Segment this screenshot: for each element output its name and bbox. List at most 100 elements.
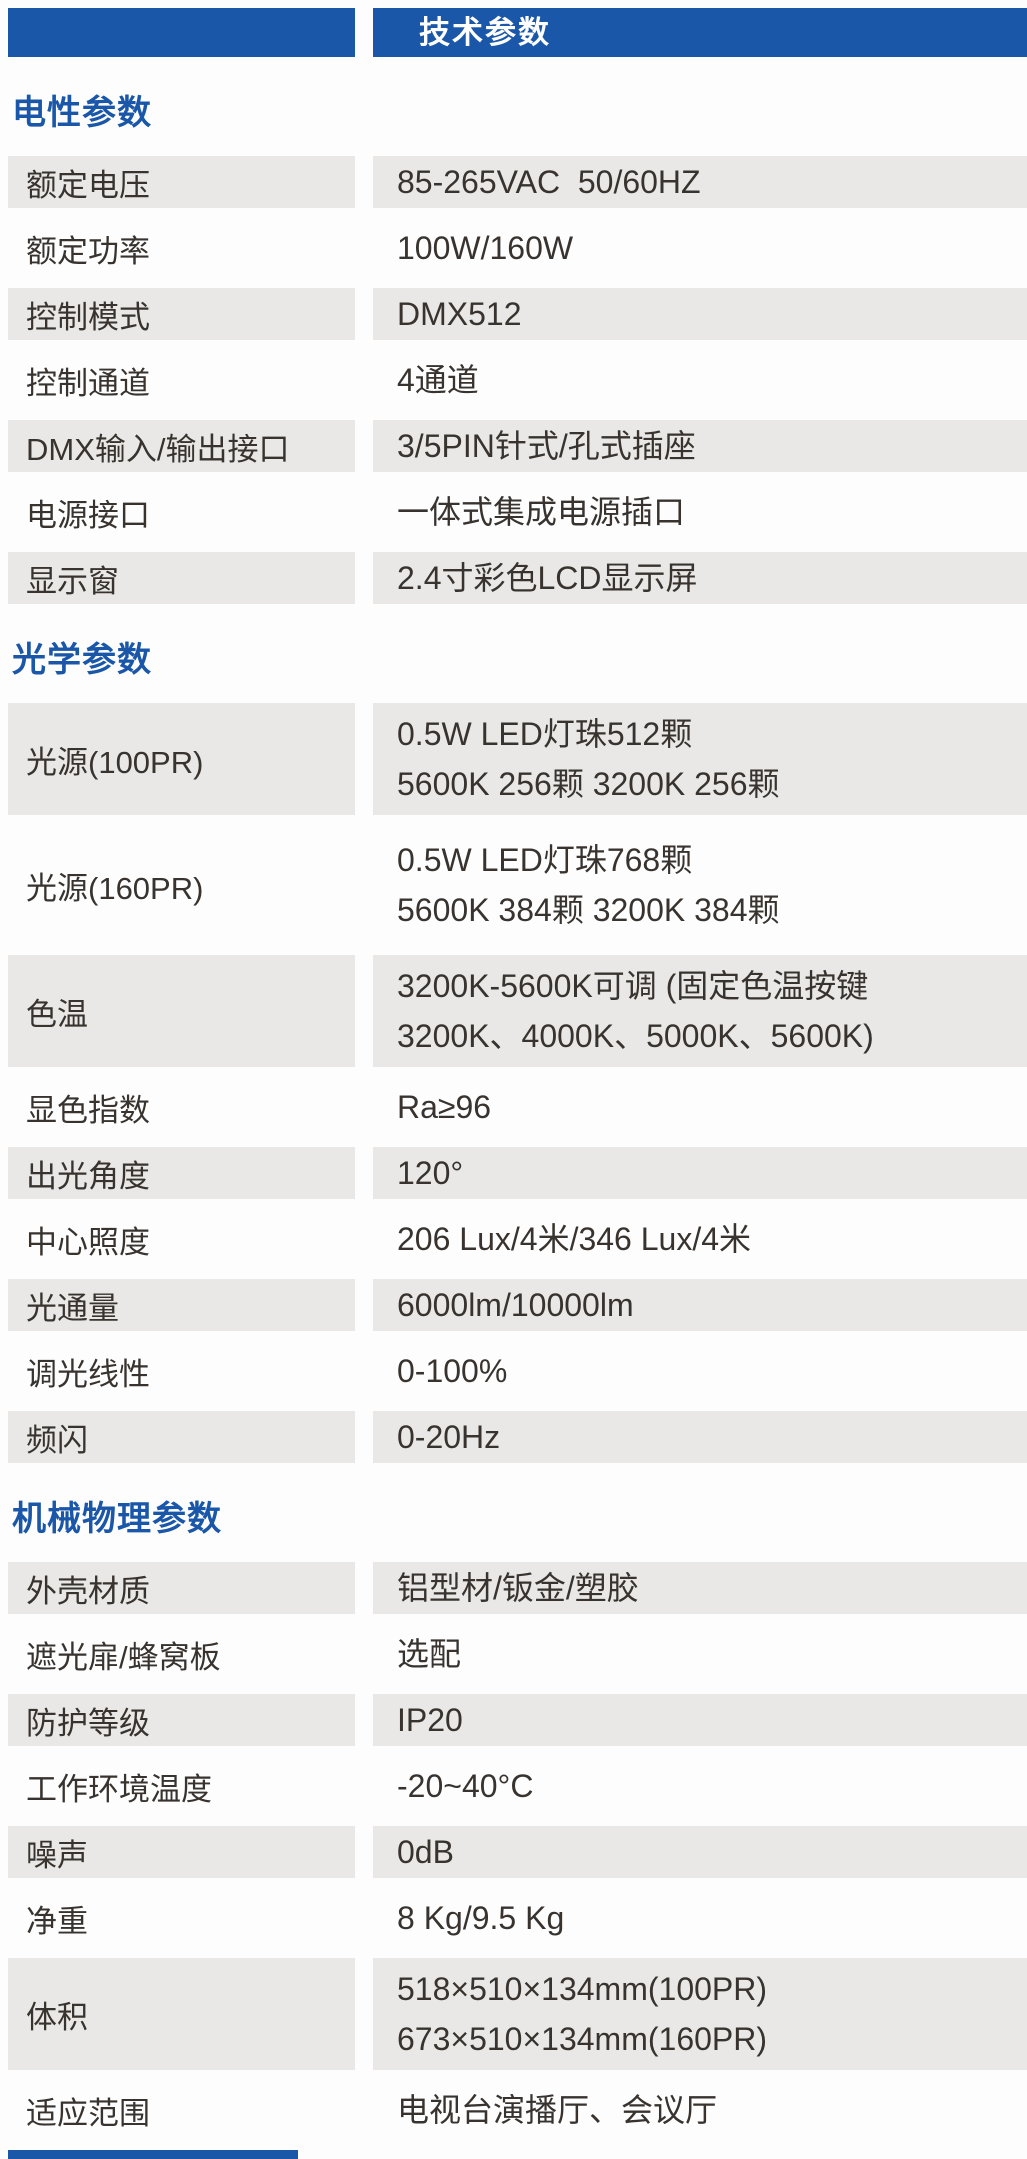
spec-value-line: 一体式集成电源插口 [397, 494, 686, 530]
spec-label: 额定功率 [26, 233, 150, 269]
spec-value-line: 0-20Hz [397, 1419, 501, 1455]
spec-label: 光源(100PR) [8, 703, 355, 815]
spec-row: DMX输入/输出接口 3/5PIN针式/孔式插座 [8, 420, 1027, 472]
spec-value-line: 85-265VAC 50/60HZ [397, 164, 701, 200]
spec-value: 206 Lux/4米/346 Lux/4米 [373, 1213, 1027, 1265]
spec-value-line: 3200K、4000K、5000K、5600K) [397, 1018, 874, 1054]
spec-label: 显示窗 [8, 552, 355, 604]
spec-label: 防护等级 [8, 1694, 355, 1746]
spec-value-line: 5600K 256颗 3200K 256颗 [397, 766, 780, 802]
spec-value-line: 0.5W LED灯珠512颗 [397, 716, 693, 752]
spec-value: 6000lm/10000lm [373, 1279, 1027, 1331]
section-title: 机械物理参数 [12, 1500, 222, 1538]
spec-value: 0-20Hz [373, 1411, 1027, 1463]
spec-value-line: 3200K-5600K可调 (固定色温按键 [397, 968, 869, 1004]
spec-value: 一体式集成电源插口 [373, 486, 1027, 538]
spec-value: 85-265VAC 50/60HZ [373, 156, 1027, 208]
spec-label: 色温 [8, 955, 355, 1067]
spec-value-line: 120° [397, 1155, 464, 1191]
spec-row: 外壳材质 铝型材/钣金/塑胶 [8, 1562, 1027, 1614]
section-rows: 额定电压 85-265VAC 50/60HZ 额定功率 100W/160W 控制… [8, 156, 1027, 604]
spec-label: 频闪 [8, 1411, 355, 1463]
spec-value-line: DMX512 [397, 296, 522, 332]
bottom-partial-bar [8, 2150, 298, 2159]
spec-row: 工作环境温度 -20~40°C [8, 1760, 1027, 1812]
spec-row: 防护等级 IP20 [8, 1694, 1027, 1746]
spec-row: 显示窗 2.4寸彩色LCD显示屏 [8, 552, 1027, 604]
section-rows: 外壳材质 铝型材/钣金/塑胶 遮光扉/蜂窝板 选配 防护等级 IP20 工作环境… [8, 1562, 1027, 2136]
spec-label: 光源(160PR) [26, 870, 204, 906]
spec-row: 调光线性 0-100% [8, 1345, 1027, 1397]
spec-row: 电源接口 一体式集成电源插口 [8, 486, 1027, 538]
section-title: 光学参数 [12, 641, 152, 679]
section-optical: 光学参数 光源(100PR) 0.5W LED灯珠512颗 5600K 256颗… [8, 632, 1027, 1463]
spec-value: Ra≥96 [373, 1081, 1027, 1133]
spec-value-line: 518×510×134mm(100PR) [397, 1971, 768, 2007]
spec-value: 8 Kg/9.5 Kg [373, 1892, 1027, 1944]
spec-value-line: 4通道 [397, 362, 479, 398]
spec-value-line: 8 Kg/9.5 Kg [397, 1900, 565, 1936]
spec-label: 控制通道 [26, 365, 150, 401]
spec-label: 中心照度 [26, 1224, 150, 1260]
spec-value: 100W/160W [373, 222, 1027, 274]
spec-value: 电视台演播厅、会议厅 [373, 2084, 1027, 2136]
spec-value: 518×510×134mm(100PR) 673×510×134mm(160PR… [373, 1958, 1027, 2070]
page-title: 技术参数 [419, 15, 551, 50]
spec-label: 适应范围 [26, 2095, 150, 2131]
spec-row: 体积 518×510×134mm(100PR) 673×510×134mm(16… [8, 1958, 1027, 2070]
spec-value: 0.5W LED灯珠768颗 5600K 384颗 3200K 384颗 [373, 829, 1027, 941]
spec-label: 噪声 [8, 1826, 355, 1878]
spec-row: 遮光扉/蜂窝板 选配 [8, 1628, 1027, 1680]
spec-value: 选配 [373, 1628, 1027, 1680]
spec-value-line: 铝型材/钣金/塑胶 [397, 1570, 639, 1606]
spec-value: 4通道 [373, 354, 1027, 406]
spec-value: IP20 [373, 1694, 1027, 1746]
spec-value: 3/5PIN针式/孔式插座 [373, 420, 1027, 472]
header-bar-left [8, 8, 355, 57]
spec-row: 净重 8 Kg/9.5 Kg [8, 1892, 1027, 1944]
spec-value: 2.4寸彩色LCD显示屏 [373, 552, 1027, 604]
spec-value-line: 3/5PIN针式/孔式插座 [397, 428, 696, 464]
spec-label: 调光线性 [26, 1356, 150, 1392]
spec-value-line: 0dB [397, 1834, 454, 1870]
spec-value-line: -20~40°C [397, 1768, 534, 1804]
spec-value: 0.5W LED灯珠512颗 5600K 256颗 3200K 256颗 [373, 703, 1027, 815]
spec-value-line: 电视台演播厅、会议厅 [397, 2092, 718, 2128]
spec-label: 电源接口 [26, 497, 150, 533]
spec-row: 光通量 6000lm/10000lm [8, 1279, 1027, 1331]
spec-value-line: 选配 [397, 1636, 462, 1672]
spec-label: 控制模式 [8, 288, 355, 340]
header: 技术参数 [8, 8, 1027, 57]
spec-value-line: 206 Lux/4米/346 Lux/4米 [397, 1221, 752, 1257]
spec-value: DMX512 [373, 288, 1027, 340]
spec-label: 出光角度 [8, 1147, 355, 1199]
spec-value-line: 2.4寸彩色LCD显示屏 [397, 560, 698, 596]
header-bar-title: 技术参数 [373, 8, 1027, 57]
spec-label: 净重 [26, 1903, 88, 1939]
spec-value: 120° [373, 1147, 1027, 1199]
section-title: 电性参数 [12, 94, 152, 132]
spec-value: -20~40°C [373, 1760, 1027, 1812]
spec-value-line: 0.5W LED灯珠768颗 [397, 842, 693, 878]
spec-row: 光源(160PR) 0.5W LED灯珠768颗 5600K 384颗 3200… [8, 829, 1027, 941]
spec-label: 外壳材质 [8, 1562, 355, 1614]
section-electrical: 电性参数 额定电压 85-265VAC 50/60HZ 额定功率 100W/16… [8, 85, 1027, 604]
spec-row: 光源(100PR) 0.5W LED灯珠512颗 5600K 256颗 3200… [8, 703, 1027, 815]
spec-value-line: 5600K 384颗 3200K 384颗 [397, 892, 780, 928]
spec-row: 噪声 0dB [8, 1826, 1027, 1878]
spec-value-line: 673×510×134mm(160PR) [397, 2021, 768, 2057]
spec-value-line: 6000lm/10000lm [397, 1287, 634, 1323]
spec-row: 适应范围 电视台演播厅、会议厅 [8, 2084, 1027, 2136]
spec-row: 控制通道 4通道 [8, 354, 1027, 406]
spec-row: 频闪 0-20Hz [8, 1411, 1027, 1463]
spec-row: 中心照度 206 Lux/4米/346 Lux/4米 [8, 1213, 1027, 1265]
spec-label: 体积 [8, 1958, 355, 2070]
spec-value-line: 100W/160W [397, 230, 574, 266]
spec-row: 出光角度 120° [8, 1147, 1027, 1199]
spec-value-line: 0-100% [397, 1353, 508, 1389]
spec-label: 额定电压 [8, 156, 355, 208]
spec-value: 0dB [373, 1826, 1027, 1878]
spec-value: 铝型材/钣金/塑胶 [373, 1562, 1027, 1614]
spec-row: 控制模式 DMX512 [8, 288, 1027, 340]
